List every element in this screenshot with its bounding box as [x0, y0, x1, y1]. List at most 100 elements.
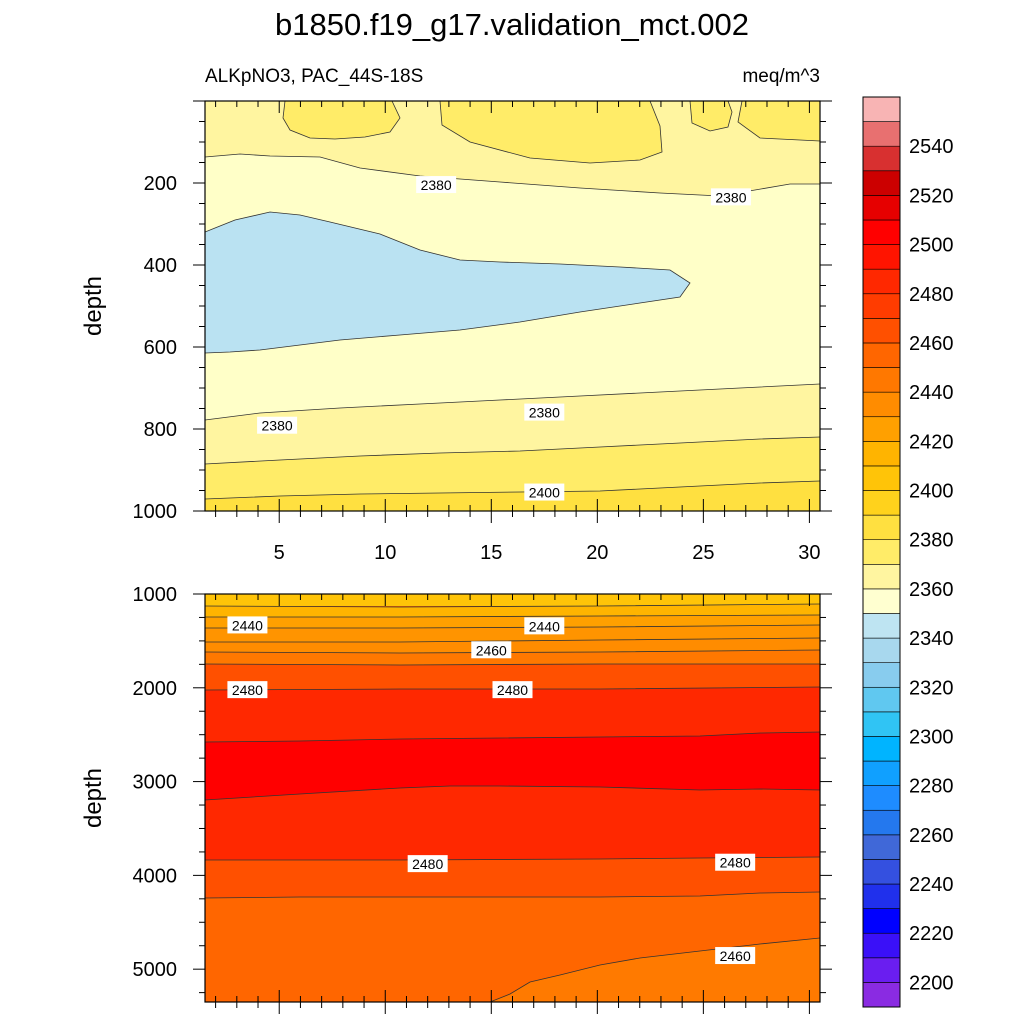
colorbar-swatch: [862, 637, 901, 663]
colorbar-swatch: [862, 490, 901, 516]
contour-label: 2380: [257, 416, 298, 434]
upper-y-axis-label: depth: [80, 276, 107, 336]
contour-label-bg: [257, 416, 298, 434]
colorbar-label: 2420: [909, 431, 954, 453]
lower-contour-fills: [205, 594, 820, 1002]
contour-label: 2380: [416, 176, 457, 194]
colorbar-label: 2540: [909, 136, 954, 158]
contour-line: [205, 383, 820, 421]
colorbar-swatch: [862, 785, 901, 811]
colorbar-label: 2380: [909, 530, 954, 552]
colorbar-label: 2500: [909, 235, 954, 257]
colorbar: 2200 2220 2240 2260 2280 2300 2320 2340 2360 2380…: [862, 96, 954, 1008]
colorbar-swatch: [862, 711, 901, 737]
fill-band: [205, 625, 820, 642]
contour-line: [205, 480, 820, 500]
colorbar-swatch: [862, 268, 901, 295]
colorbar-label: 2440: [909, 382, 954, 404]
contour-label-text: 2380: [529, 405, 560, 421]
contour-label-bg: [524, 483, 565, 501]
lower-panel: 1000 2000 3000 4000 5000 2440 2440 2460 2480 248…: [80, 584, 832, 1014]
colorbar-label: 2520: [909, 185, 954, 207]
contour-label: 2480: [227, 681, 268, 699]
x-tick-label: 5: [274, 542, 285, 564]
colorbar-swatch: [862, 170, 901, 196]
colorbar-label: 2320: [909, 677, 954, 699]
fill-band: [205, 481, 820, 511]
contour-line: [689, 101, 733, 132]
contour-label-bg: [407, 855, 448, 873]
contour-label-bg: [524, 617, 565, 635]
colorbar-swatch: [862, 121, 901, 147]
y-tick-label: 2000: [133, 678, 178, 700]
colorbar-swatch: [862, 662, 901, 688]
fill-band: [205, 604, 820, 617]
upper-axes: 5 10 15 20 25 30 200 400 600 800 1000: [133, 100, 832, 564]
colorbar-swatch: [862, 441, 901, 467]
colorbar-swatch: [862, 809, 901, 836]
colorbar-swatch: [862, 588, 901, 614]
y-tick-label: 800: [144, 419, 177, 441]
contour-label-text: 2440: [529, 618, 560, 634]
colorbar-swatch: [862, 367, 901, 393]
colorbar-swatch: [862, 932, 901, 959]
contour-label-bg: [227, 681, 268, 699]
contour-label: 2460: [471, 641, 512, 659]
contour-label: 2440: [227, 616, 268, 634]
contour-label-bg: [471, 641, 512, 659]
y-tick-label: 1000: [133, 584, 178, 606]
contour-label-bg: [715, 853, 756, 871]
contour-line: [205, 891, 820, 899]
colorbar-frame: [862, 96, 901, 1008]
colorbar-swatch: [862, 859, 901, 885]
subtitle-right: meq/m^3: [742, 66, 820, 87]
fill-band: [283, 101, 400, 139]
contour-label-bg: [710, 188, 751, 206]
contour-label-bg: [416, 176, 457, 194]
x-tick-label: 15: [480, 542, 502, 564]
contour-line: [205, 603, 820, 608]
contour-line: [205, 637, 820, 643]
colorbar-swatch: [862, 96, 901, 122]
contour-label: 2400: [524, 483, 565, 501]
contour-label-text: 2480: [720, 855, 751, 871]
x-tick-label: 10: [374, 542, 396, 564]
colorbar-swatch: [862, 318, 901, 344]
contour-label-text: 2440: [232, 617, 263, 633]
contour-line: [737, 101, 820, 142]
colorbar-swatch: [862, 465, 901, 491]
contour-label: 2460: [715, 947, 756, 965]
y-tick-label: 400: [144, 255, 177, 277]
contour-label-bg: [715, 947, 756, 965]
colorbar-label: 2460: [909, 333, 954, 355]
colorbar-swatch: [862, 391, 901, 418]
contour-line: [205, 614, 820, 618]
contour-label: 2480: [715, 853, 756, 871]
colorbar-swatch: [862, 539, 901, 565]
contour-line: [205, 624, 820, 629]
lower-contour-labels: 2440 2440 2460 2480 2480 2480 2480 2460: [227, 616, 756, 965]
fill-band: [205, 732, 820, 800]
contour-line: [205, 211, 691, 354]
colorbar-swatch: [862, 686, 901, 713]
colorbar-swatch: [862, 514, 901, 541]
contour-label-bg: [227, 616, 268, 634]
contour-line: [205, 663, 820, 666]
contour-label-text: 2380: [262, 418, 293, 434]
chart-title: b1850.f19_g17.validation_mct.002: [275, 7, 749, 42]
colorbar-swatch: [862, 293, 901, 319]
subtitle-left: ALKpNO3, PAC_44S-18S: [205, 66, 423, 87]
colorbar-swatch: [862, 834, 901, 860]
contour-line: [489, 937, 820, 1002]
colorbar-swatch: [862, 760, 901, 786]
fill-band: [440, 101, 662, 163]
fill-band: [205, 638, 820, 653]
colorbar-swatch: [862, 219, 901, 245]
contour-label: 2480: [407, 855, 448, 873]
colorbar-swatch: [862, 736, 901, 762]
colorbar-swatch: [862, 982, 901, 1008]
contour-label-text: 2480: [232, 682, 263, 698]
lower-y-axis-label: depth: [80, 768, 107, 828]
y-tick-label: 200: [144, 173, 177, 195]
contour-line: [205, 436, 820, 465]
